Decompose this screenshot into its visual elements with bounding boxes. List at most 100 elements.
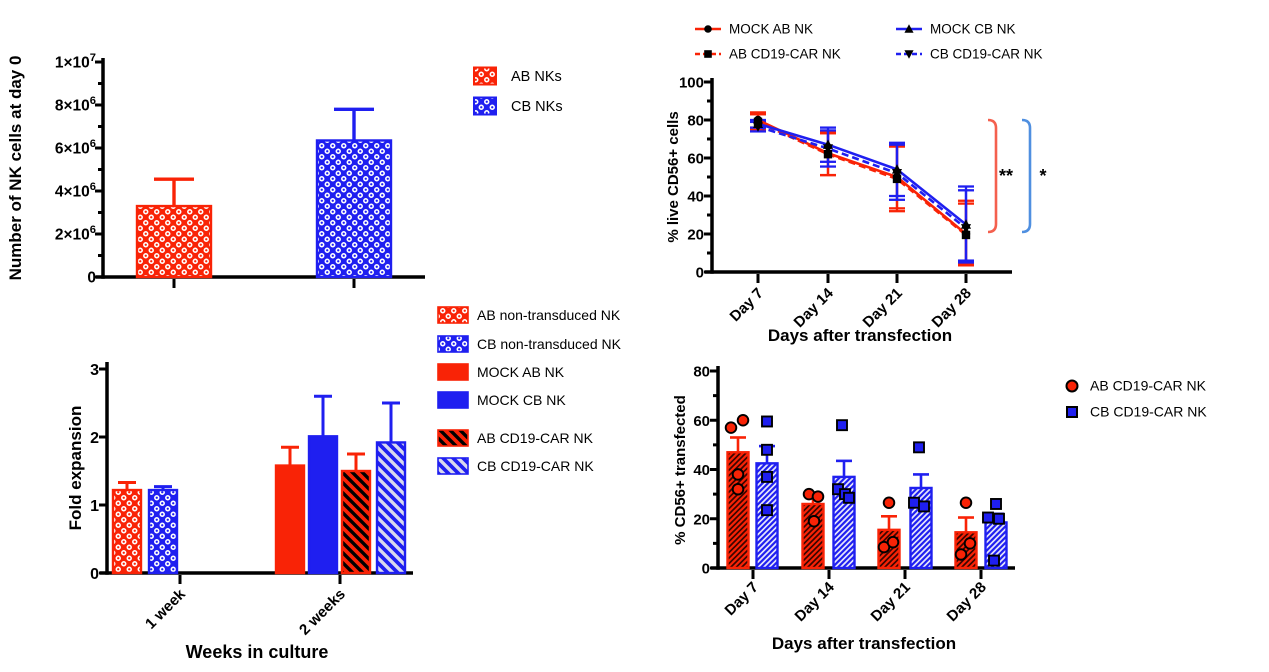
x-axis-label: Weeks in culture [186, 642, 329, 662]
scatter-point [993, 512, 1005, 525]
panel-live-cd56: 0 20 40 60 80 100 % live CD56+ cells Day 7 Day 1… [665, 75, 1047, 346]
y-tick-label: 80 [693, 364, 710, 381]
legend-item: CB NKs [473, 96, 563, 116]
legend-label: CB CD19-CAR NK [477, 458, 594, 474]
y-axis-label: Fold expansion [66, 406, 85, 531]
y-tick-label: 100 [679, 75, 704, 92]
scatter-point [731, 482, 745, 496]
y-tick-label: 60 [687, 151, 704, 168]
legend-item: MOCK CB NK [437, 391, 566, 409]
y-axis-label: % CD56+ transfected [672, 395, 689, 545]
significance-stars: ** [999, 166, 1013, 186]
legend-swatch [437, 429, 469, 447]
marker-triangle-up [904, 24, 914, 33]
marker-square [961, 230, 971, 240]
y-tick-label: 6×106 [55, 138, 96, 158]
y-tick-label: 0 [87, 270, 96, 287]
scatter-point [982, 511, 994, 524]
legend-label: MOCK AB NK [477, 364, 565, 380]
bar-ab-nks [135, 204, 213, 279]
scatter-point [843, 491, 855, 504]
scatter-point [807, 514, 821, 528]
legend-label: CB NKs [511, 99, 563, 115]
y-tick-label: 1 [90, 498, 99, 515]
line-ab-cd19-car-nk [757, 120, 967, 236]
y-tick-label: 8×106 [55, 95, 96, 115]
scatter-point [886, 535, 900, 549]
bar-cb-cd19-car-nk [375, 441, 407, 575]
x-tick-label: Day 14 [791, 284, 838, 331]
legend-fold-expansion: AB non-transduced NK CB non-transduced NK… [437, 306, 622, 475]
legend-item: MOCK CB NK [896, 22, 1016, 37]
legend-label: AB non-transduced NK [477, 307, 621, 323]
y-tick-label: 40 [687, 189, 704, 206]
marker-triangle-down [822, 144, 834, 154]
x-tick-label: Day 14 [792, 578, 839, 625]
y-tick-label: 20 [687, 227, 704, 244]
legend-swatch [437, 457, 469, 475]
legend-swatch [473, 96, 497, 116]
bar-ab-non-transduced-nk [111, 488, 143, 575]
significance-bracket [1021, 118, 1032, 234]
y-tick-label: 2×106 [55, 224, 96, 244]
scatter-point [963, 537, 977, 550]
bar-mock-ab-nk [274, 464, 306, 575]
y-tick-label: 1×107 [55, 52, 96, 72]
marker-circle [704, 25, 712, 33]
y-tick-label: 3 [90, 362, 99, 379]
legend-label: MOCK CB NK [930, 22, 1016, 37]
legend-label: CB non-transduced NK [477, 336, 622, 352]
legend-item: CB CD19-CAR NK [437, 457, 594, 475]
legend-label: AB CD19-CAR NK [1090, 378, 1207, 394]
scatter-point [990, 498, 1002, 510]
panel-fold-expansion: 0 1 2 3 Fold expansion 1 week 2 weeks Weeks in … [66, 362, 413, 662]
marker-triangle-down [904, 50, 914, 59]
legend-cd56-transfected: AB CD19-CAR NK CB CD19-CAR NK [1065, 378, 1207, 420]
scatter-point [761, 470, 773, 483]
legend-marker [1066, 406, 1078, 418]
y-tick-label: 20 [693, 511, 710, 528]
marker-square [704, 50, 712, 58]
scatter-point [731, 468, 745, 481]
legend-swatch [437, 363, 469, 381]
scatter-point [836, 419, 848, 432]
marker-triangle-down [752, 122, 764, 132]
legend-item: AB non-transduced NK [437, 306, 621, 324]
scatter-point [761, 504, 773, 517]
y-tick-label: 60 [693, 413, 710, 430]
x-tick-label: Day 28 [929, 285, 975, 331]
legend-label: AB CD19-CAR NK [477, 430, 594, 446]
legend-label: CB CD19-CAR NK [1090, 404, 1207, 420]
marker-square [892, 174, 902, 184]
scatter-point [959, 496, 973, 509]
bar-cb-non-transduced-nk [147, 488, 179, 575]
legend-item: AB CD19-CAR NK [437, 429, 594, 447]
y-tick-label: 0 [702, 561, 710, 578]
bar-cb-nks [315, 139, 393, 279]
x-tick-label: Day 21 [868, 579, 914, 625]
scatter-point [761, 443, 773, 456]
scatter-point [736, 414, 750, 427]
legend-marker [1065, 379, 1079, 393]
x-tick-label: Day 7 [722, 579, 762, 619]
scatter-point [918, 500, 930, 513]
scatter-point [724, 421, 738, 434]
x-tick-label: 2 weeks [296, 586, 349, 639]
legend-item: AB CD19-CAR NK [695, 47, 841, 62]
x-axis-label: Days after transfection [768, 326, 952, 345]
line-cb-cd19-car-nk [757, 125, 967, 230]
panel-cd56-transfected: 0 20 40 60 80% CD56+ transfected Day 7 Day 14 D… [672, 364, 1015, 653]
legend-label: CB CD19-CAR NK [930, 47, 1043, 62]
y-axis-label: % live CD56+ cells [665, 111, 682, 242]
legend-label: MOCK CB NK [477, 392, 566, 408]
y-tick-label: 0 [696, 265, 704, 282]
legend-label: AB CD19-CAR NK [729, 47, 841, 62]
legend-label: AB NKs [511, 69, 562, 85]
legend-item: CB CD19-CAR NK [896, 47, 1043, 62]
legend-live-cd56: MOCK AB NK AB CD19-CAR NK MOCK CB NK CB CD1… [695, 22, 1043, 62]
bar-ab-cd19-car-nk [340, 469, 372, 575]
scatter-point [913, 441, 925, 454]
legend-item: AB NKs [473, 66, 562, 86]
